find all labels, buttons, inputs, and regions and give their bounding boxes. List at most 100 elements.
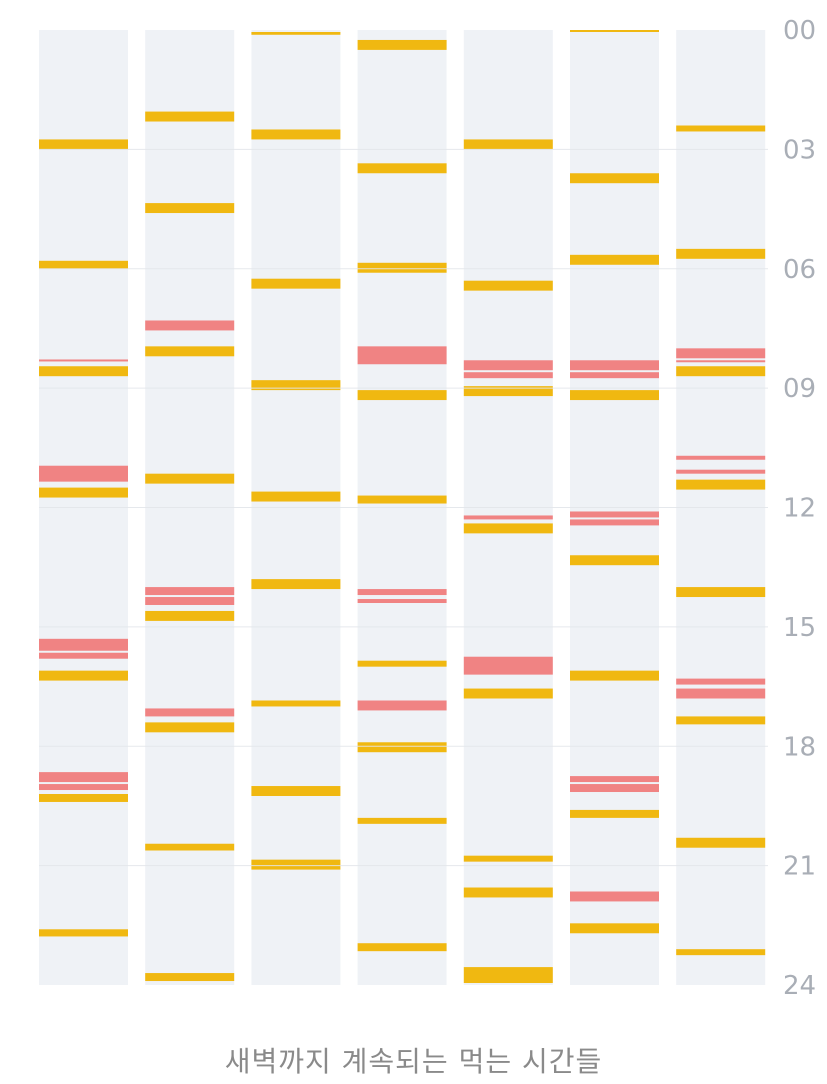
- meal-bar: [463, 386, 553, 397]
- meal-bar: [676, 125, 766, 132]
- meal-bar: [251, 786, 341, 796]
- meal-bar: [463, 523, 553, 534]
- snack-bar: [39, 638, 128, 651]
- meal-bar: [676, 587, 766, 598]
- y-tick-label: 06: [783, 255, 816, 285]
- snack-bar: [676, 348, 766, 359]
- meal-bar: [251, 700, 341, 707]
- snack-bar: [570, 360, 659, 371]
- meal-bar: [251, 380, 341, 391]
- y-tick-label: 15: [783, 613, 816, 643]
- snack-bar: [570, 372, 659, 379]
- meal-bar: [463, 887, 553, 898]
- y-tick-label: 12: [783, 494, 816, 524]
- meal-bar: [676, 837, 766, 848]
- y-tick-label: 00: [783, 16, 816, 46]
- meal-bar: [39, 670, 128, 681]
- meal-bar: [463, 139, 553, 150]
- meal-bar: [145, 111, 235, 122]
- snack-bar: [463, 656, 553, 675]
- meal-bar: [570, 390, 659, 401]
- meal-bar: [357, 660, 447, 667]
- snack-bar: [676, 360, 766, 363]
- y-tick-label: 09: [783, 374, 816, 404]
- meal-bar: [39, 139, 128, 150]
- meal-bar: [357, 39, 447, 50]
- meal-bar: [570, 254, 659, 265]
- meal-bar: [145, 473, 235, 484]
- snack-bar: [39, 772, 128, 783]
- meal-bar: [570, 923, 659, 934]
- snack-bar: [570, 776, 659, 783]
- y-tick-label: 03: [783, 135, 816, 165]
- meal-bar: [463, 967, 553, 984]
- meal-bar: [39, 929, 128, 937]
- snack-bar: [39, 465, 128, 482]
- meal-bar: [570, 809, 659, 818]
- meal-bar: [251, 278, 341, 289]
- meal-bar: [570, 555, 659, 566]
- y-axis-ticks: 00 03 06 09 12 15 18 21 24: [783, 16, 816, 1001]
- meal-bar: [39, 794, 128, 802]
- meal-bar: [463, 280, 553, 291]
- meal-bar: [676, 716, 766, 725]
- snack-bar: [676, 688, 766, 699]
- meal-bar: [357, 495, 447, 504]
- meal-bar: [357, 390, 447, 401]
- meal-bar: [357, 742, 447, 753]
- snack-bar: [145, 587, 235, 596]
- meal-bar: [145, 843, 235, 851]
- y-tick-label: 21: [783, 852, 816, 882]
- meal-bar: [676, 248, 766, 259]
- meal-bar: [251, 491, 341, 502]
- snack-bar: [39, 359, 128, 362]
- snack-bar: [676, 455, 766, 460]
- snack-bar: [357, 700, 447, 711]
- gridlines: [39, 148, 768, 867]
- y-tick-label: 18: [783, 732, 816, 762]
- meal-bar: [145, 203, 235, 214]
- snack-bar: [145, 320, 235, 331]
- meal-bar: [145, 973, 235, 982]
- meal-bar: [251, 31, 341, 35]
- meal-bar: [145, 610, 235, 621]
- meal-bar: [570, 670, 659, 681]
- y-tick-label: 24: [783, 971, 816, 1001]
- snack-bar: [463, 515, 553, 520]
- snack-bar: [463, 372, 553, 379]
- snack-bar: [357, 589, 447, 596]
- snack-bar: [463, 360, 553, 371]
- snack-bar: [357, 599, 447, 603]
- snack-bar: [39, 652, 128, 659]
- meal-bar: [570, 173, 659, 184]
- snack-bar: [570, 511, 659, 518]
- meal-bar: [357, 262, 447, 273]
- snack-bar: [570, 784, 659, 793]
- meal-bar: [39, 366, 128, 377]
- meal-bar: [463, 688, 553, 699]
- meal-bar: [676, 949, 766, 956]
- meal-bar: [251, 579, 341, 590]
- snack-bar: [570, 891, 659, 902]
- meal-bar: [145, 346, 235, 357]
- snack-bar: [145, 597, 235, 605]
- meal-bar: [463, 855, 553, 862]
- snack-bar: [357, 346, 447, 365]
- meal-bar: [251, 129, 341, 140]
- meal-bar: [145, 722, 235, 733]
- meal-bar: [570, 30, 659, 32]
- snack-bar: [676, 678, 766, 685]
- meal-bar: [39, 487, 128, 498]
- meal-bar: [676, 479, 766, 490]
- meal-bar: [357, 817, 447, 824]
- meal-bar: [676, 366, 766, 377]
- meal-bar: [251, 859, 341, 870]
- snack-bar: [570, 519, 659, 526]
- meal-bar: [39, 260, 128, 269]
- snack-bar: [145, 708, 235, 717]
- meal-bar: [357, 163, 447, 174]
- snack-bar: [676, 469, 766, 474]
- snack-bar: [39, 784, 128, 791]
- meal-bar: [357, 943, 447, 952]
